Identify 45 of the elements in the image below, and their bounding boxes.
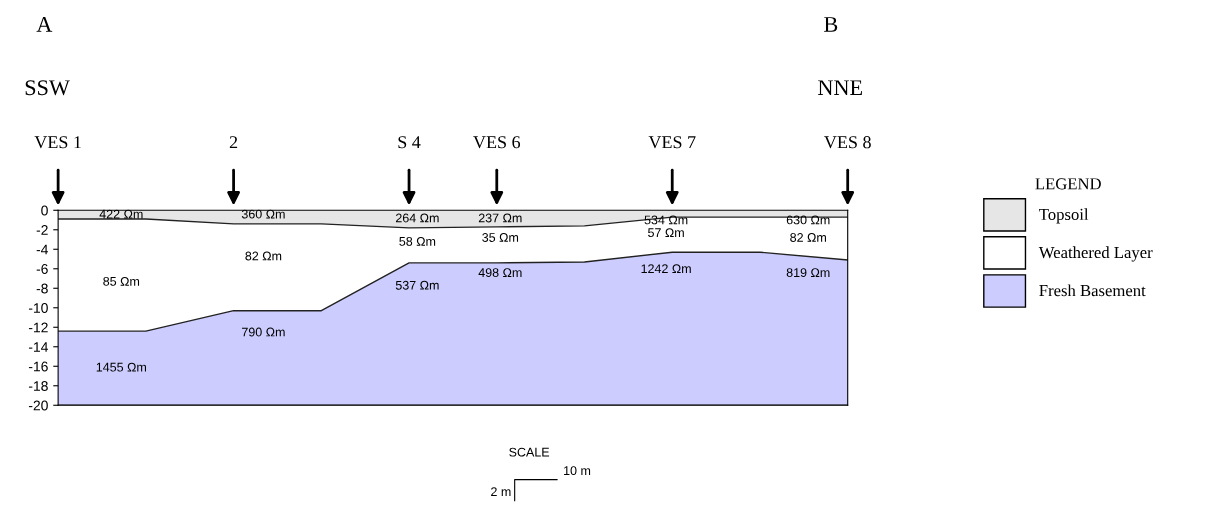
- y-tick-label: -2: [36, 225, 48, 235]
- x-tick-label: VES 6: [473, 136, 521, 149]
- annotation: 82 Ωm: [245, 251, 282, 261]
- text: SSW: [25, 80, 70, 96]
- annotation: 1242 Ωm: [641, 264, 691, 273]
- x-tick-label: VES 7: [648, 136, 696, 149]
- annotation: 537 Ωm: [395, 280, 439, 290]
- annotation: 360 Ωm: [241, 209, 285, 219]
- y-tick-label: -10: [28, 303, 48, 313]
- legend-label: Weathered Layer: [1038, 246, 1153, 262]
- annotation: 35 Ωm: [482, 233, 519, 242]
- y-tick-label: -4: [36, 244, 48, 255]
- y-tick-label: -18: [28, 381, 48, 391]
- y-tick-label: -8: [36, 283, 48, 294]
- text: 2 m: [491, 487, 511, 496]
- text: 10 m: [564, 466, 591, 476]
- text: Fresh Basement: [1039, 284, 1146, 297]
- legend-label: Topsoil: [1039, 208, 1089, 224]
- annotation: 630 Ωm: [786, 215, 830, 225]
- y-tick-label: -20: [28, 400, 48, 411]
- x-tick-label: S 4: [398, 136, 421, 149]
- x-tick-label: VES 8: [824, 136, 871, 149]
- y-tick-label: -14: [28, 342, 48, 352]
- annotation: 237 Ωm: [478, 213, 522, 223]
- text: B: [824, 17, 838, 32]
- text: NNE: [818, 80, 862, 95]
- annotation: 498 Ωm: [478, 268, 522, 277]
- annotation: 790 Ωm: [242, 327, 285, 337]
- x-tick-label: VES 1: [34, 136, 81, 149]
- y-tick-label: 0: [41, 205, 48, 216]
- annotation: 82 Ωm: [790, 233, 826, 242]
- text: SCALE: [509, 447, 550, 457]
- annotation: 264 Ωm: [395, 213, 439, 223]
- y-tick-label: -12: [28, 322, 48, 333]
- annotation: 819 Ωm: [786, 268, 830, 277]
- y-tick-label: -6: [36, 264, 48, 274]
- y-tick-label: -16: [28, 361, 48, 372]
- text: A: [36, 17, 53, 32]
- annotation: 85 Ωm: [103, 276, 140, 286]
- annotation: 57 Ωm: [648, 228, 684, 238]
- annotation: 58 Ωm: [399, 236, 436, 246]
- x-tick-label: 2: [229, 136, 238, 149]
- annotation: 422 Ωm: [99, 209, 143, 219]
- annotation: 1455 Ωm: [96, 362, 146, 372]
- legend-title: LEGEND: [1035, 178, 1101, 190]
